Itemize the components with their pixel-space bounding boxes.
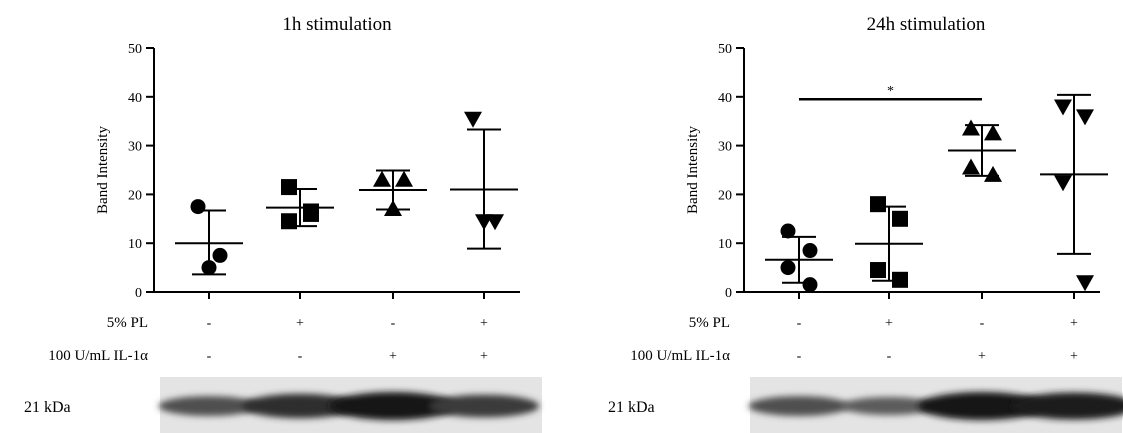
series-group-3	[948, 119, 1016, 182]
panel-1h: 1h stimulation 0 10 20 30 40 50 Band Intensity 5…	[24, 14, 542, 433]
condition-sign: -	[797, 349, 802, 364]
data-point	[780, 260, 796, 276]
condition-sign: -	[207, 349, 212, 364]
condition-label: 100 U/mL IL-1α	[48, 348, 148, 364]
condition-sign: +	[296, 316, 304, 331]
y-tick-label: 20	[718, 188, 732, 203]
blot-band	[429, 394, 539, 418]
series-group-2	[855, 196, 923, 288]
data-point	[373, 170, 391, 187]
data-point	[870, 196, 886, 213]
y-tick-label: 0	[725, 286, 732, 301]
data-point	[962, 119, 980, 136]
panel-24h: 24h stimulation 0 10 20 30 40 50 Band Intensity…	[608, 14, 1123, 433]
blot-band	[841, 396, 937, 416]
blot-band	[918, 392, 1046, 420]
western-blot-strip	[748, 377, 1123, 433]
condition-sign: -	[298, 349, 303, 364]
y-axis-label: Band Intensity	[95, 126, 111, 214]
data-point	[1054, 99, 1072, 116]
y-tick-label: 50	[718, 42, 732, 57]
data-point	[395, 170, 413, 187]
blot-band	[158, 396, 260, 416]
condition-sign: +	[1070, 349, 1078, 364]
y-axis-label: Band Intensity	[685, 126, 701, 214]
blot-band	[1011, 392, 1123, 420]
series-group-1	[175, 199, 243, 276]
data-point	[1054, 175, 1072, 192]
condition-sign: -	[980, 316, 985, 331]
data-point	[212, 247, 228, 263]
blot-size-label: 21 kDa	[608, 399, 655, 416]
chart-title: 24h stimulation	[867, 14, 986, 35]
data-point	[464, 111, 482, 128]
data-point	[962, 158, 980, 175]
data-point	[303, 205, 319, 222]
y-tick-label: 30	[128, 140, 142, 155]
data-point	[984, 124, 1002, 141]
series-group-1	[765, 223, 833, 293]
data-point	[780, 223, 796, 239]
western-blot-strip	[158, 377, 542, 433]
condition-sign: +	[885, 316, 893, 331]
condition-sign: -	[797, 316, 802, 331]
condition-sign: -	[887, 349, 892, 364]
data-point	[281, 179, 297, 196]
y-tick-label: 0	[135, 286, 142, 301]
y-tick-label: 50	[128, 42, 142, 57]
data-point	[802, 277, 818, 293]
y-tick-label: 20	[128, 188, 142, 203]
condition-sign: +	[480, 349, 488, 364]
series-group-4	[1040, 93, 1108, 292]
data-point	[892, 210, 908, 227]
series-group-4	[450, 111, 518, 250]
condition-sign: +	[978, 349, 986, 364]
y-tick-label: 40	[718, 91, 732, 106]
y-tick-label: 30	[718, 140, 732, 155]
condition-label: 5% PL	[689, 315, 730, 331]
significance-star: *	[887, 84, 894, 99]
blot-size-label: 21 kDa	[24, 399, 71, 416]
data-point	[802, 243, 818, 259]
blot-band	[242, 393, 358, 419]
chart-title: 1h stimulation	[282, 14, 392, 35]
y-tick-label: 40	[128, 91, 142, 106]
data-point	[1076, 275, 1094, 292]
data-point	[870, 262, 886, 279]
series-group-2	[266, 179, 334, 230]
series-group-3	[359, 169, 427, 217]
data-point	[190, 199, 206, 215]
condition-sign: +	[389, 349, 397, 364]
y-tick-label: 10	[128, 237, 142, 252]
condition-label: 100 U/mL IL-1α	[630, 348, 730, 364]
condition-label: 5% PL	[107, 315, 148, 331]
data-point	[984, 165, 1002, 182]
condition-sign: -	[207, 316, 212, 331]
condition-sign: -	[391, 316, 396, 331]
blot-band	[748, 396, 850, 416]
condition-sign: +	[480, 316, 488, 331]
data-point	[1076, 109, 1094, 126]
condition-sign: +	[1070, 316, 1078, 331]
blot-band	[329, 392, 457, 420]
y-tick-label: 10	[718, 237, 732, 252]
